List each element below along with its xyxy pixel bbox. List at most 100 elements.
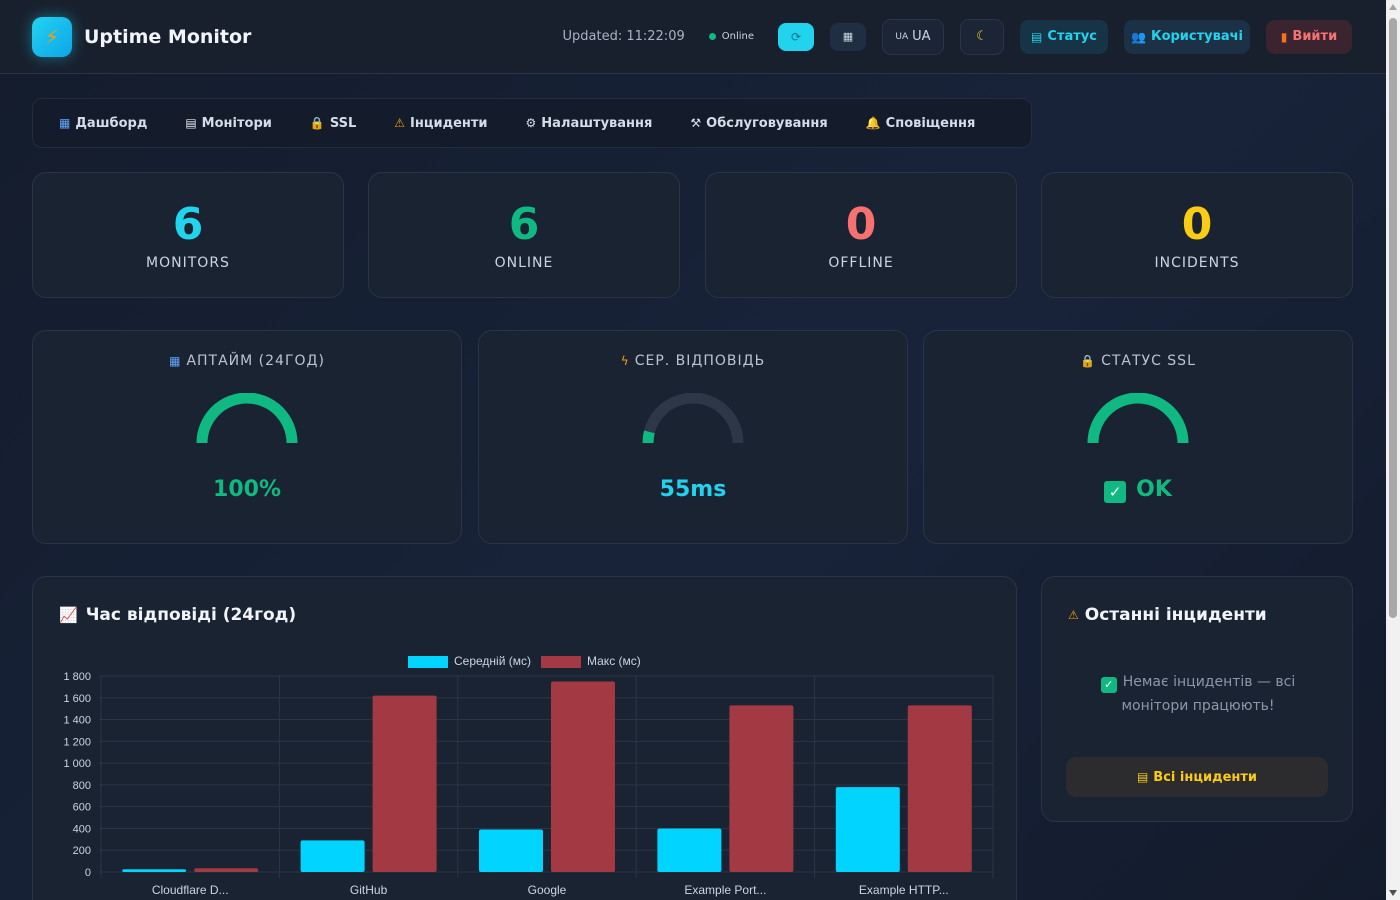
lock-icon: 🔒 <box>1080 354 1097 368</box>
stat-card-incidents: 0 INCIDENTS <box>1041 172 1353 298</box>
x-tick-label: Example HTTP... <box>859 883 949 897</box>
status-button[interactable]: ▤ Статус <box>1020 19 1108 54</box>
status-label: Статус <box>1047 29 1097 44</box>
online-label: Online <box>721 31 754 42</box>
tab-label: SSL <box>329 115 357 131</box>
stat-value: 0 <box>1181 199 1213 250</box>
all-incidents-label: Всі інциденти <box>1153 769 1258 785</box>
x-tick-label: Example Port... <box>684 883 766 897</box>
language-label: UA <box>912 29 931 44</box>
chart-title: Час відповіді (24год) <box>85 605 297 625</box>
scroll-up-arrow[interactable] <box>1389 4 1397 10</box>
bar-avg <box>835 787 900 872</box>
bar-chart-icon: ▦ <box>169 354 182 368</box>
ssl-gauge <box>1087 393 1189 444</box>
y-tick-label: 1 800 <box>63 671 91 683</box>
legend-swatch <box>541 656 581 668</box>
refresh-icon: ⟳ <box>790 29 802 44</box>
bar-avg <box>657 828 722 872</box>
incidents-title: Останні інциденти <box>1084 605 1267 625</box>
tab-incidents[interactable]: ⚠ Інциденти <box>382 116 499 131</box>
stat-card-offline: 0 OFFLINE <box>705 172 1017 298</box>
response-time-chart: 0 200 400 600 800 1 000 1 200 1 400 1 600 1 800 Cl… <box>63 654 994 897</box>
y-tick-label: 1 200 <box>63 736 91 748</box>
tab-notifications[interactable]: 🔔 Сповіщення <box>854 116 988 131</box>
y-tick-label: 0 <box>85 867 91 879</box>
stat-card-monitors: 6 MONITORS <box>32 172 344 298</box>
logout-label: Вийти <box>1292 29 1338 44</box>
page-scrollbar[interactable] <box>1386 0 1400 900</box>
x-tick-label: GitHub <box>350 883 388 897</box>
stat-value: 0 <box>845 199 877 250</box>
legend-swatch <box>408 656 448 668</box>
users-button[interactable]: 👥 Користувачі <box>1124 19 1250 54</box>
gauge-card-response: ϟ СЕР. ВІДПОВІДЬ 55ms <box>478 330 908 544</box>
bar-chart-icon: ▦ <box>59 116 71 130</box>
lock-icon: 🔒 <box>309 116 325 130</box>
check-icon: ✓ <box>1104 481 1127 503</box>
tab-label: Дашборд <box>75 115 148 131</box>
tab-ssl[interactable]: 🔒 SSL <box>298 116 368 131</box>
bar-avg <box>122 869 187 872</box>
users-icon: 👥 <box>1130 29 1146 44</box>
tab-dashboard[interactable]: ▦ Дашборд <box>47 116 159 131</box>
y-tick-label: 800 <box>73 780 91 792</box>
top-header: ⚡ Uptime Monitor Updated: 11:22:09 Onlin… <box>0 0 1386 74</box>
moon-icon: ☾ <box>976 29 988 44</box>
tab-monitors[interactable]: ▤ Монітори <box>173 116 284 131</box>
refresh-button[interactable]: ⟳ <box>778 22 814 51</box>
response-gauge <box>642 393 744 444</box>
scroll-down-arrow[interactable] <box>1389 890 1397 896</box>
language-button[interactable]: UA UA <box>882 18 944 55</box>
gauge-title: СЕР. ВІДПОВІДЬ <box>634 353 766 369</box>
stat-value: 6 <box>508 199 540 250</box>
all-incidents-button[interactable]: ▤ Всі інциденти <box>1066 757 1328 797</box>
stat-card-online: 6 ONLINE <box>368 172 680 298</box>
legend-label: Макс (мс) <box>587 654 641 668</box>
tab-maintenance[interactable]: ⚒ Обслуговування <box>678 116 839 131</box>
gauge-value: 100% <box>213 477 281 502</box>
x-tick-label: Google <box>528 883 567 897</box>
flag-icon: UA <box>895 31 909 42</box>
connection-status: Online <box>708 31 754 42</box>
line-chart-icon: 📈 <box>59 606 78 624</box>
tools-icon: ⚒ <box>690 116 702 130</box>
updated-time: Updated: 11:22:09 <box>562 29 685 44</box>
tab-settings[interactable]: ⚙ Налаштування <box>514 116 665 131</box>
gauge-card-ssl: 🔒 СТАТУС SSL ✓ OK <box>923 330 1353 544</box>
bar-max <box>729 705 794 872</box>
theme-toggle-button[interactable]: ☾ <box>960 18 1004 55</box>
y-tick-label: 1 000 <box>63 758 91 770</box>
y-tick-label: 1 400 <box>63 715 91 727</box>
stat-label: ONLINE <box>494 255 554 271</box>
lightning-icon: ⚡ <box>32 16 72 57</box>
bar-max <box>551 681 615 872</box>
bar-max <box>907 705 972 872</box>
gauge-title: АПТАЙМ (24ГОД) <box>186 353 325 369</box>
clipboard-icon: ▤ <box>1136 770 1149 784</box>
bar-avg <box>479 829 543 872</box>
tab-label: Інциденти <box>410 115 488 131</box>
stat-value: 6 <box>172 199 204 250</box>
stat-label: INCIDENTS <box>1154 255 1240 271</box>
logout-button[interactable]: ▮ Вийти <box>1266 19 1352 54</box>
ssl-status-text: OK <box>1136 477 1172 502</box>
tab-label: Сповіщення <box>885 115 976 131</box>
y-tick-label: 600 <box>73 802 91 814</box>
y-tick-label: 1 600 <box>63 693 91 705</box>
response-time-chart-card: 0 200 400 600 800 1 000 1 200 1 400 1 600 1 800 Cl… <box>32 576 1017 900</box>
bell-icon: 🔔 <box>865 116 881 130</box>
legend-label: Середній (мс) <box>454 654 531 668</box>
no-incidents-text: Немає інцидентів — всі монітори працюють… <box>1121 674 1296 714</box>
stats-button[interactable]: ▦ <box>830 22 866 51</box>
main-nav-tabs: ▦ Дашборд ▤ Монітори 🔒 SSL ⚠ Інциденти ⚙ Нала… <box>32 98 1032 148</box>
scroll-thumb[interactable] <box>1389 18 1397 618</box>
warning-icon: ⚠ <box>394 116 406 130</box>
status-dot <box>708 33 716 40</box>
gauge-value: 55ms <box>659 477 727 502</box>
tab-label: Налаштування <box>541 115 653 131</box>
bar-avg <box>300 840 365 872</box>
document-icon: ▤ <box>1031 29 1043 44</box>
warning-icon: ⚠ <box>1068 608 1079 622</box>
stat-label: OFFLINE <box>828 255 894 271</box>
